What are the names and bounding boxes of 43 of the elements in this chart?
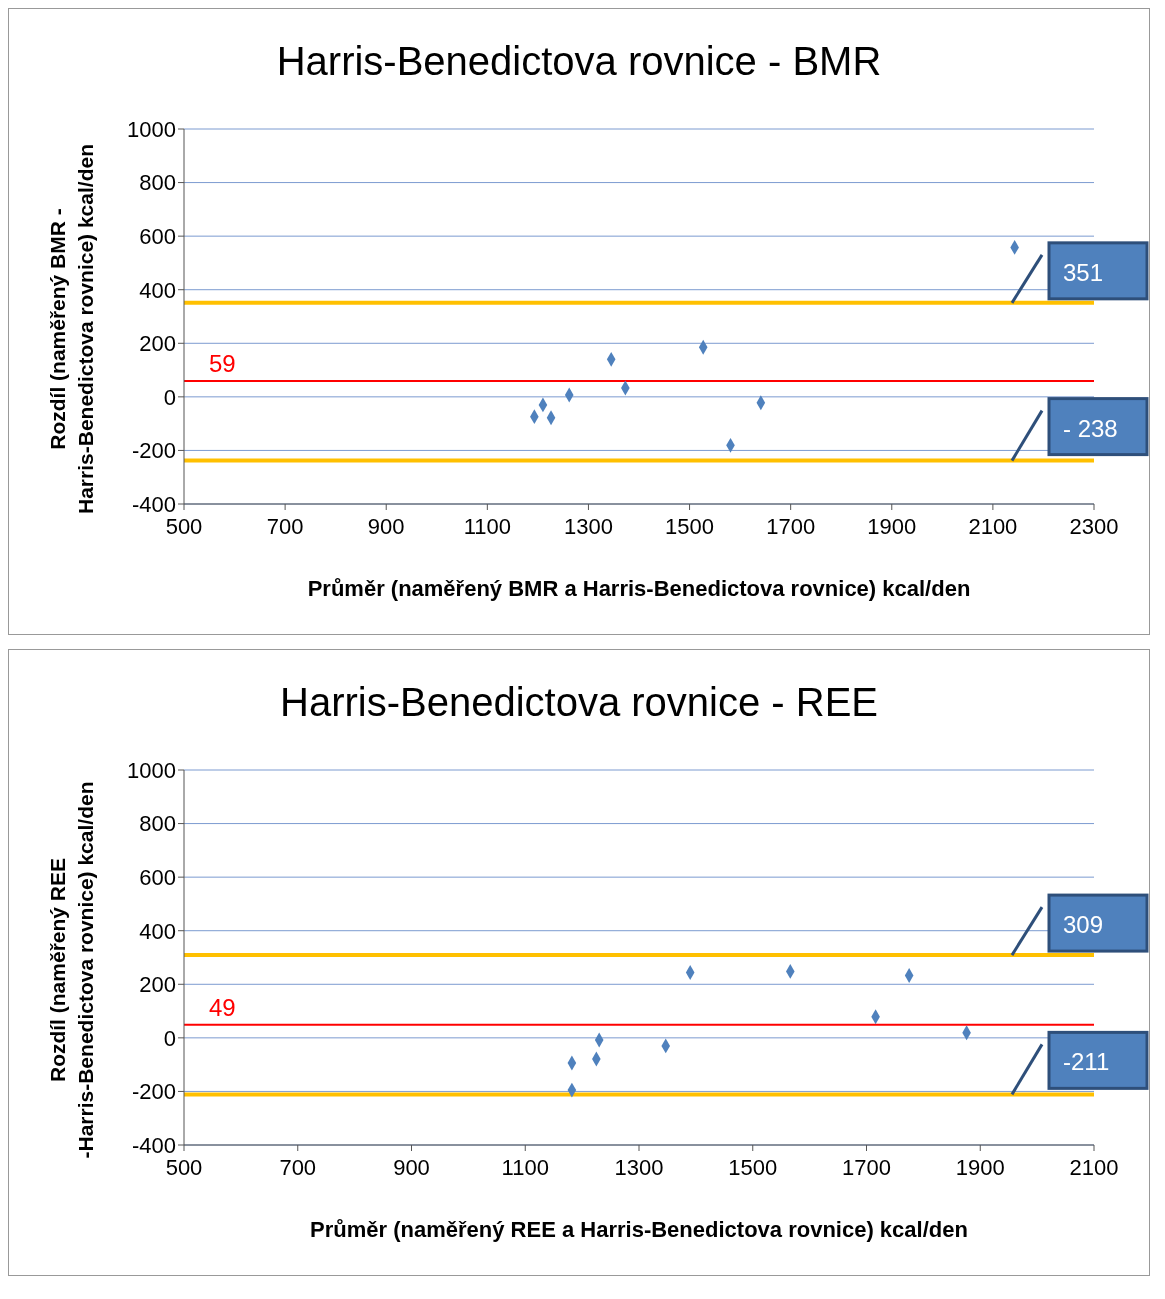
x-tick-label: 700 bbox=[266, 513, 304, 539]
y-tick-label: 600 bbox=[139, 223, 176, 249]
ref-line-label: -211 bbox=[1063, 1048, 1110, 1076]
x-tick-label: 1700 bbox=[842, 1154, 891, 1180]
chart-title: Harris-Benedictova rovnice - BMR bbox=[275, 39, 883, 84]
x-tick-label: 700 bbox=[279, 1154, 317, 1180]
x-tick-label: 900 bbox=[393, 1154, 430, 1180]
ref-line-label: - 238 bbox=[1063, 414, 1118, 442]
x-axis-title: Průměr (naměřený REE a Harris-Benedictova rovnice) kcal/den bbox=[309, 1217, 969, 1243]
x-axis-title: Průměr (naměřený BMR a Harris-Benedictova rovnice) kcal/den bbox=[306, 576, 972, 602]
x-tick-label: 2100 bbox=[968, 513, 1018, 539]
y-tick-label: 0 bbox=[163, 384, 176, 410]
y-tick-label: 600 bbox=[139, 864, 176, 890]
y-axis-title: Rozdíl (naměřený BMR - Harris-Benedictova rovnice) kcal/den bbox=[46, 144, 97, 514]
y-tick-label: 200 bbox=[139, 972, 176, 998]
y-axis-title: Rozdíl (naměřený REE -Harris-Benedictova rovnice) kcal/den bbox=[46, 781, 97, 1159]
x-tick-label: 1100 bbox=[463, 513, 511, 539]
ref-line-label: 351 bbox=[1063, 258, 1104, 286]
x-tick-label: 2300 bbox=[1069, 513, 1119, 539]
ref-line-label: 49 bbox=[209, 993, 236, 1021]
x-tick-label: 1300 bbox=[614, 1154, 664, 1180]
ref-line-label: 59 bbox=[209, 350, 236, 378]
y-tick-label: -200 bbox=[131, 1079, 176, 1105]
x-tick-label: 1100 bbox=[501, 1154, 549, 1180]
y-tick-label: 1000 bbox=[127, 757, 176, 783]
x-tick-label: 1900 bbox=[955, 1154, 1005, 1180]
x-tick-label: 1500 bbox=[665, 513, 715, 539]
y-tick-label: 0 bbox=[163, 1025, 176, 1051]
y-tick-label: 800 bbox=[139, 170, 176, 196]
y-tick-label: 400 bbox=[139, 918, 176, 944]
x-tick-label: 900 bbox=[367, 513, 405, 539]
y-tick-label: 200 bbox=[139, 331, 176, 357]
x-tick-label: 2100 bbox=[1069, 1154, 1119, 1180]
y-tick-label: 400 bbox=[139, 277, 176, 303]
x-tick-label: 1500 bbox=[728, 1154, 778, 1180]
x-tick-label: 1300 bbox=[563, 513, 613, 539]
y-tick-label: -200 bbox=[131, 438, 176, 464]
ref-line-label: 309 bbox=[1063, 911, 1104, 939]
y-tick-label: 800 bbox=[139, 811, 176, 837]
chart-title: Harris-Benedictova rovnice - REE bbox=[279, 680, 879, 725]
y-tick-label: 1000 bbox=[127, 116, 176, 142]
x-tick-label: 1700 bbox=[766, 513, 816, 539]
x-tick-label: 1900 bbox=[867, 513, 917, 539]
